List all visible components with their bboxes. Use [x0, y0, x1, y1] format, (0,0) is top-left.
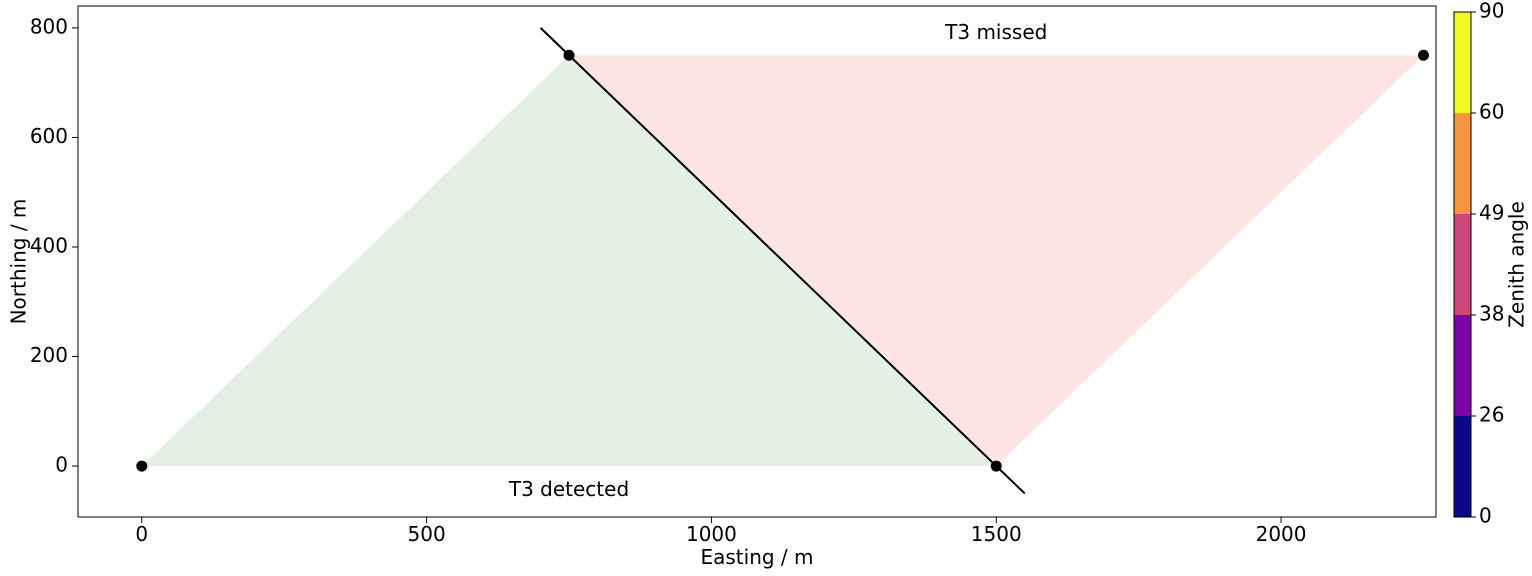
- y-tick-label: 400: [30, 233, 68, 257]
- y-axis-label: Northing / m: [7, 199, 31, 325]
- x-tick-label: 500: [408, 522, 446, 546]
- colorbar-tick-label: 49: [1479, 201, 1504, 225]
- y-axis: 0 200 400 600 800: [30, 14, 78, 477]
- colorbar-tick-label: 0: [1479, 504, 1492, 528]
- annotations-layer: T3 missed T3 detected: [508, 20, 1047, 501]
- boundary-line: [539, 27, 1026, 495]
- colorbar-tick-label: 90: [1479, 0, 1504, 23]
- colorbar-segment-2: [1454, 214, 1471, 315]
- station-point-3: [1417, 49, 1429, 61]
- points-layer: [136, 49, 1429, 472]
- region-1: [569, 55, 1424, 467]
- y-tick-label: 600: [30, 124, 68, 148]
- colorbar-tick-label: 60: [1479, 100, 1504, 124]
- colorbar-tick-label: 26: [1479, 403, 1504, 427]
- annotation-label: T3 detected: [508, 477, 629, 501]
- region-0: [141, 55, 997, 467]
- x-tick-label: 1000: [686, 522, 737, 546]
- y-tick-label: 0: [55, 453, 68, 477]
- colorbar-segment-3: [1454, 113, 1471, 214]
- station-point-2: [990, 460, 1002, 472]
- station-point-0: [136, 460, 148, 472]
- plot-frame: [77, 5, 1437, 518]
- x-axis-label: Easting / m: [700, 545, 813, 569]
- colorbar-segment-0: [1454, 416, 1471, 517]
- colorbar-frame: [1453, 11, 1472, 518]
- x-tick-label: 2000: [1256, 522, 1307, 546]
- colorbar-label: Zenith angle: [1505, 201, 1529, 328]
- line-layer: [539, 27, 1026, 495]
- x-tick-label: 0: [135, 522, 148, 546]
- x-axis: 0 500 1000 1500 2000: [135, 517, 1307, 546]
- x-tick-label: 1500: [971, 522, 1022, 546]
- y-tick-label: 800: [30, 14, 68, 38]
- colorbar-segment-1: [1454, 315, 1471, 416]
- y-tick-label: 200: [30, 343, 68, 367]
- regions-layer: [141, 55, 1424, 467]
- colorbar-segment-4: [1454, 12, 1471, 113]
- annotation-label: T3 missed: [944, 20, 1047, 44]
- colorbar: 0 26 38 49 60 90: [1453, 0, 1504, 528]
- colorbar-tick-label: 38: [1479, 302, 1504, 326]
- station-point-1: [563, 49, 575, 61]
